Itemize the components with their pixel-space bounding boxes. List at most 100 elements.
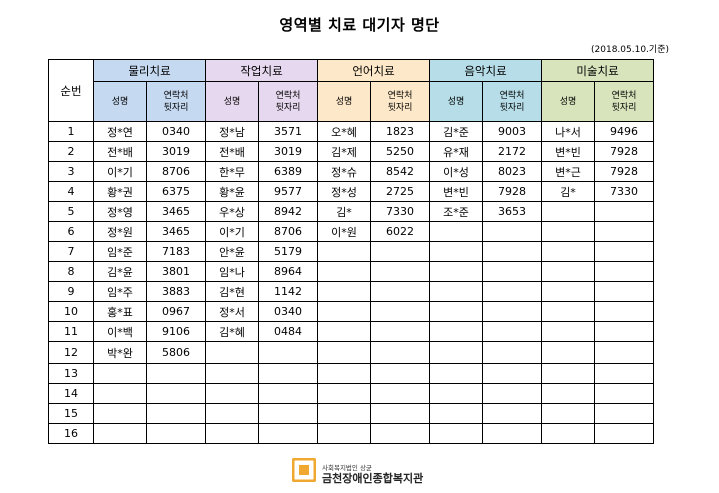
patient-name: 한*무 <box>205 161 259 182</box>
row-number: 11 <box>48 321 94 342</box>
phone-last-digits <box>594 363 654 384</box>
phone-last-digits: 3465 <box>146 221 206 242</box>
patient-name <box>541 403 595 424</box>
phone-last-digits <box>594 341 654 364</box>
name-subheader: 성명 <box>205 81 259 122</box>
phone-last-digits: 3465 <box>146 201 206 222</box>
phone-last-digits <box>482 403 542 424</box>
patient-name <box>205 403 259 424</box>
welfare-center-logo <box>292 458 316 482</box>
phone-last-digits: 8964 <box>258 261 318 282</box>
patient-name <box>429 383 483 404</box>
patient-name <box>317 241 371 262</box>
patient-name <box>93 403 147 424</box>
patient-name <box>541 281 595 302</box>
phone-last-digits: 9496 <box>594 121 654 142</box>
phone-last-digits: 3571 <box>258 121 318 142</box>
patient-name <box>429 301 483 322</box>
patient-name <box>317 383 371 404</box>
patient-name <box>541 221 595 242</box>
row-number: 2 <box>48 141 94 162</box>
patient-name: 김*혜 <box>205 321 259 342</box>
phone-last-digits <box>370 261 430 282</box>
table-row: 8 김*윤 3801 임*나 8964 <box>48 261 654 282</box>
patient-name: 김*현 <box>205 281 259 302</box>
patient-name <box>429 341 483 364</box>
phone-last-digits <box>594 383 654 404</box>
patient-name: 오*혜 <box>317 121 371 142</box>
phone-last-digits: 0967 <box>146 301 206 322</box>
table-row: 1 정*연 0340 정*남 3571 오*혜 1823 김*준 9003 나*서 9496 <box>48 121 654 142</box>
row-number: 16 <box>48 423 94 444</box>
phone-last-digits <box>594 261 654 282</box>
patient-name <box>93 383 147 404</box>
phone-last-digits <box>482 321 542 342</box>
patient-name: 정*슈 <box>317 161 371 182</box>
phone-subheader-line1: 연락처 <box>163 90 189 101</box>
category-header: 물리치료 <box>93 59 206 82</box>
patient-name: 김*제 <box>317 141 371 162</box>
table-row: 15 <box>48 403 654 424</box>
waitlist-table: 순번 물리치료 작업치료 언어치료 음악치료 미술치료 성명 연락처 뒷자리 성명 연락처 뒷자리… <box>48 59 654 444</box>
phone-last-digits <box>258 341 318 364</box>
patient-name: 전*배 <box>205 141 259 162</box>
table-row: 11 이*백 9106 김*혜 0484 <box>48 321 654 342</box>
phone-last-digits <box>594 241 654 262</box>
patient-name <box>317 363 371 384</box>
row-number: 7 <box>48 241 94 262</box>
patient-name <box>429 423 483 444</box>
table-row: 14 <box>48 383 654 404</box>
phone-last-digits <box>146 383 206 404</box>
patient-name <box>541 261 595 282</box>
org-name: 금천장애인종합복지관 <box>322 472 424 485</box>
patient-name: 이*성 <box>429 161 483 182</box>
patient-name <box>541 321 595 342</box>
patient-name <box>429 403 483 424</box>
patient-name <box>205 383 259 404</box>
phone-last-digits <box>370 341 430 364</box>
table-row: 9 임*주 3883 김*현 1142 <box>48 281 654 302</box>
phone-last-digits: 9106 <box>146 321 206 342</box>
name-subheader: 성명 <box>317 81 371 122</box>
phone-last-digits: 2172 <box>482 141 542 162</box>
patient-name: 안*윤 <box>205 241 259 262</box>
phone-last-digits <box>370 403 430 424</box>
date-basis: (2018.05.10.기준) <box>591 45 669 55</box>
patient-name <box>93 363 147 384</box>
page-title: 영역별 치료 대기자 명단 <box>279 16 440 34</box>
patient-name <box>541 363 595 384</box>
phone-last-digits <box>482 281 542 302</box>
patient-name: 정*영 <box>93 201 147 222</box>
patient-name: 정*서 <box>205 301 259 322</box>
row-number: 13 <box>48 363 94 384</box>
phone-subheader-line1: 연락처 <box>275 90 301 101</box>
phone-subheader-line2: 뒷자리 <box>387 102 413 113</box>
phone-subheader-line1: 연락처 <box>499 90 525 101</box>
table-row: 5 정*영 3465 우*상 8942 김* 7330 조*준 3653 <box>48 201 654 222</box>
row-number: 1 <box>48 121 94 142</box>
phone-last-digits: 3653 <box>482 201 542 222</box>
patient-name <box>317 321 371 342</box>
patient-name: 박*완 <box>93 341 147 364</box>
patient-name: 변*빈 <box>541 141 595 162</box>
phone-last-digits <box>370 301 430 322</box>
phone-last-digits <box>482 261 542 282</box>
patient-name: 나*서 <box>541 121 595 142</box>
patient-name <box>205 363 259 384</box>
patient-name: 김*준 <box>429 121 483 142</box>
phone-last-digits: 2725 <box>370 181 430 202</box>
table-row: 10 홍*표 0967 정*서 0340 <box>48 301 654 322</box>
name-subheader: 성명 <box>93 81 147 122</box>
patient-name: 변*빈 <box>429 181 483 202</box>
phone-last-digits: 8942 <box>258 201 318 222</box>
phone-last-digits <box>482 363 542 384</box>
patient-name: 김* <box>541 181 595 202</box>
phone-last-digits: 3019 <box>146 141 206 162</box>
phone-last-digits <box>482 341 542 364</box>
patient-name: 황*권 <box>93 181 147 202</box>
phone-last-digits: 6375 <box>146 181 206 202</box>
category-header: 작업치료 <box>205 59 318 82</box>
category-header: 미술치료 <box>541 59 654 82</box>
table-body: 1 정*연 0340 정*남 3571 오*혜 1823 김*준 9003 나*서 9496 2 전*배… <box>48 121 654 444</box>
patient-name <box>429 281 483 302</box>
